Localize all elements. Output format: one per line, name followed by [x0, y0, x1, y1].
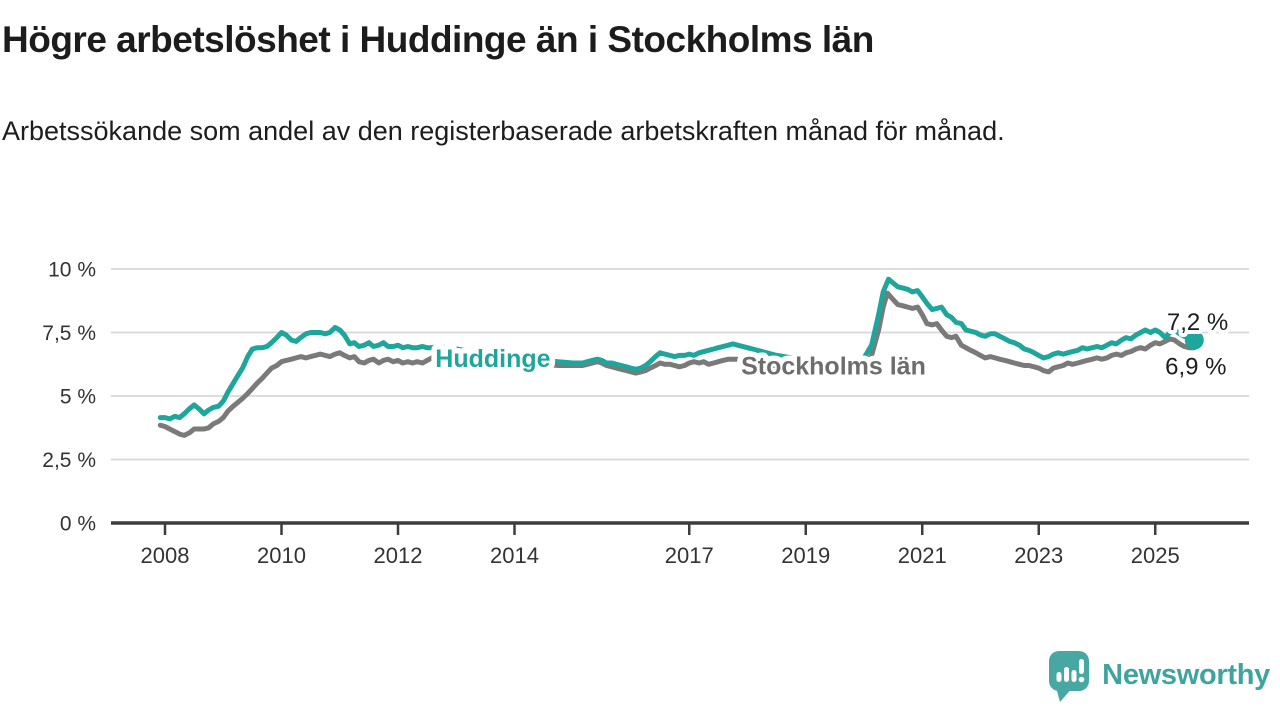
x-tick-label: 2025	[1131, 543, 1180, 568]
x-tick-label: 2012	[374, 543, 423, 568]
x-tick-label: 2014	[490, 543, 539, 568]
x-tick-label: 2019	[781, 543, 830, 568]
unemployment-line-chart: 0 % 2,5 % 5 % 7,5 % 10 % 2008 2010 2012 2014 2017…	[42, 259, 1249, 568]
y-tick-label: 2,5 %	[42, 449, 96, 472]
y-tick-label: 10 %	[48, 259, 96, 282]
x-tick-label: 2010	[257, 543, 306, 568]
stockholms-lan-line	[157, 290, 1197, 438]
huddinge-end-dot	[1184, 330, 1204, 350]
x-tick-label: 2017	[665, 543, 714, 568]
huddinge-end-value-label: 7,2 %	[1167, 309, 1228, 336]
y-tick-label: 5 %	[60, 386, 96, 409]
x-tick-label: 2021	[898, 543, 947, 568]
y-tick-label: 0 %	[60, 513, 96, 536]
stockholms-lan-end-value-label: 6,9 %	[1165, 353, 1226, 380]
chart-subtitle: Arbetssökande som andel av den registerb…	[2, 116, 1005, 146]
brand-footer: Newsworthy	[1046, 646, 1270, 704]
newsworthy-logo-icon	[1046, 647, 1092, 703]
chart-title: Högre arbetslöshet i Huddinge än i Stock…	[2, 19, 874, 60]
huddinge-line	[157, 276, 1197, 422]
huddinge-series-label: Huddinge	[435, 345, 550, 373]
x-tick-label: 2023	[1014, 543, 1063, 568]
y-tick-label: 7,5 %	[42, 322, 96, 345]
x-tick-label: 2008	[141, 543, 190, 568]
stockholms-lan-series-label: Stockholms län	[741, 352, 926, 380]
newsworthy-brand-name: Newsworthy	[1102, 658, 1270, 691]
